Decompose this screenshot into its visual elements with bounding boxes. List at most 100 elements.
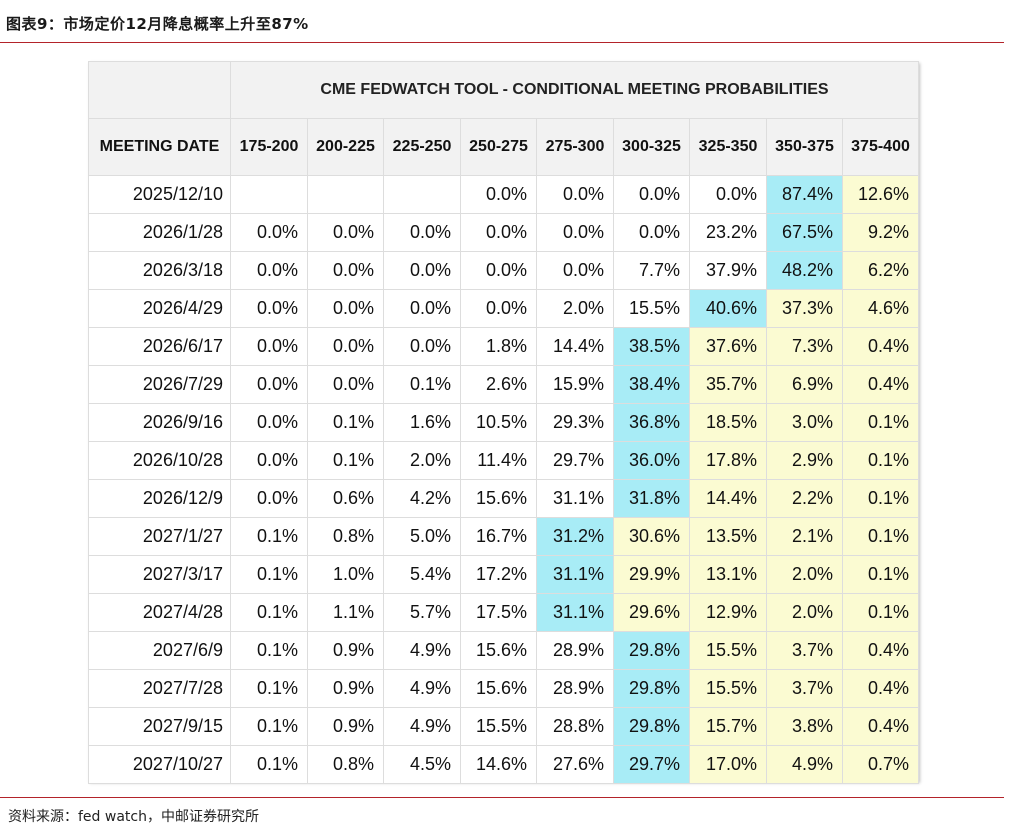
probability-cell: 0.0% — [460, 213, 537, 252]
probability-cell: 0.0% — [307, 365, 384, 404]
probability-cell: 0.0% — [230, 441, 308, 480]
probability-cell: 13.5% — [689, 517, 767, 556]
probability-cell: 29.7% — [536, 441, 614, 480]
meeting-date-cell: 2027/6/9 — [88, 631, 231, 670]
probability-cell: 40.6% — [689, 289, 767, 328]
probability-cell: 0.0% — [230, 403, 308, 442]
table-row: 2026/10/28 0.0% 0.1% 2.0% 11.4% 29.7% 36.0% 17.… — [88, 441, 919, 480]
probability-cell: 1.8% — [460, 327, 537, 366]
probability-cell: 0.6% — [307, 479, 384, 518]
meeting-date-cell: 2026/12/9 — [88, 479, 231, 518]
probability-cell: 2.2% — [766, 479, 843, 518]
probability-cell: 2.9% — [766, 441, 843, 480]
table-row: 2026/4/29 0.0% 0.0% 0.0% 0.0% 2.0% 15.5% 40.6% 3… — [88, 289, 919, 328]
probability-cell: 0.7% — [842, 745, 919, 784]
probability-cell: 38.5% — [613, 327, 690, 366]
probability-cell: 0.0% — [230, 251, 308, 290]
probability-cell: 2.0% — [536, 289, 614, 328]
probability-cell: 0.8% — [307, 745, 384, 784]
probability-cell: 0.0% — [689, 175, 767, 214]
probability-cell: 3.8% — [766, 707, 843, 746]
table-row: 2026/7/29 0.0% 0.0% 0.1% 2.6% 15.9% 38.4% 35.7%… — [88, 365, 919, 404]
probability-cell: 4.9% — [766, 745, 843, 784]
probability-cell: 29.9% — [613, 555, 690, 594]
probability-cell: 3.7% — [766, 669, 843, 708]
probability-cell: 0.0% — [613, 175, 690, 214]
probability-cell: 27.6% — [536, 745, 614, 784]
probability-cell: 1.1% — [307, 593, 384, 632]
rate-range-header: 200-225 — [307, 118, 384, 176]
probability-cell — [383, 175, 461, 214]
probability-cell: 29.7% — [613, 745, 690, 784]
probability-cell: 15.5% — [613, 289, 690, 328]
probability-cell: 28.9% — [536, 631, 614, 670]
probability-cell: 37.3% — [766, 289, 843, 328]
title-row: CME FEDWATCH TOOL - CONDITIONAL MEETING … — [88, 61, 919, 119]
table-row: 2026/12/9 0.0% 0.6% 4.2% 15.6% 31.1% 31.8% 14.4… — [88, 479, 919, 518]
probability-cell: 17.0% — [689, 745, 767, 784]
probability-cell: 0.0% — [383, 289, 461, 328]
table-row: 2026/1/28 0.0% 0.0% 0.0% 0.0% 0.0% 0.0% 23.2% 67… — [88, 213, 919, 252]
probability-cell: 0.0% — [230, 327, 308, 366]
probability-cell: 29.8% — [613, 669, 690, 708]
probability-cell: 5.7% — [383, 593, 461, 632]
probability-cell: 0.1% — [230, 669, 308, 708]
probability-cell: 5.0% — [383, 517, 461, 556]
probability-cell: 14.4% — [689, 479, 767, 518]
table-row: 2027/10/27 0.1% 0.8% 4.5% 14.6% 27.6% 29.7% 17.… — [88, 745, 919, 784]
probability-cell: 3.7% — [766, 631, 843, 670]
table-row: 2027/4/28 0.1% 1.1% 5.7% 17.5% 31.1% 29.6% 12.9… — [88, 593, 919, 632]
probability-cell: 4.9% — [383, 669, 461, 708]
probability-cell: 2.6% — [460, 365, 537, 404]
probability-cell: 0.4% — [842, 669, 919, 708]
table-row: 2025/12/10 0.0% 0.0% 0.0% 0.0% 87.4% 12.6% — [88, 175, 919, 214]
probability-cell: 18.5% — [689, 403, 767, 442]
probability-cell: 37.9% — [689, 251, 767, 290]
figure-title: 图表9：市场定价12月降息概率上升至87% — [6, 15, 309, 33]
probability-cell: 0.1% — [230, 631, 308, 670]
probability-cell: 0.0% — [536, 213, 614, 252]
probability-cell: 0.0% — [230, 213, 308, 252]
probability-cell: 15.7% — [689, 707, 767, 746]
probability-cell: 0.1% — [230, 593, 308, 632]
probability-cell: 14.4% — [536, 327, 614, 366]
probability-cell: 15.6% — [460, 479, 537, 518]
probability-cell: 0.1% — [842, 479, 919, 518]
probability-cell: 13.1% — [689, 555, 767, 594]
rate-range-header: 250-275 — [460, 118, 537, 176]
probability-cell: 35.7% — [689, 365, 767, 404]
fedwatch-table: CME FEDWATCH TOOL - CONDITIONAL MEETING … — [88, 61, 919, 784]
probability-cell: 0.8% — [307, 517, 384, 556]
probability-cell: 0.1% — [230, 555, 308, 594]
probability-cell: 4.6% — [842, 289, 919, 328]
probability-cell: 16.7% — [460, 517, 537, 556]
probability-cell: 31.2% — [536, 517, 614, 556]
probability-cell: 0.0% — [383, 327, 461, 366]
probability-cell: 0.9% — [307, 707, 384, 746]
rate-range-header: 175-200 — [230, 118, 308, 176]
probability-cell: 29.8% — [613, 707, 690, 746]
probability-cell: 0.1% — [307, 441, 384, 480]
probability-cell: 0.0% — [460, 251, 537, 290]
rate-range-header: 300-325 — [613, 118, 690, 176]
probability-cell: 36.0% — [613, 441, 690, 480]
probability-cell: 37.6% — [689, 327, 767, 366]
probability-cell: 14.6% — [460, 745, 537, 784]
rate-range-header: 350-375 — [766, 118, 843, 176]
probability-cell: 0.0% — [230, 365, 308, 404]
table-row: 2026/3/18 0.0% 0.0% 0.0% 0.0% 0.0% 7.7% 37.9% 48… — [88, 251, 919, 290]
probability-cell: 15.6% — [460, 631, 537, 670]
probability-cell: 30.6% — [613, 517, 690, 556]
probability-cell: 38.4% — [613, 365, 690, 404]
table-row: 2027/7/28 0.1% 0.9% 4.9% 15.6% 28.9% 29.8% 15.5… — [88, 669, 919, 708]
probability-cell: 28.8% — [536, 707, 614, 746]
corner-cell — [88, 61, 231, 119]
meeting-date-cell: 2026/10/28 — [88, 441, 231, 480]
column-header-row: MEETING DATE 175-200 200-225 225-250 250-27… — [88, 118, 919, 176]
probability-cell: 0.9% — [307, 669, 384, 708]
probability-cell: 15.5% — [689, 669, 767, 708]
rate-range-header: 225-250 — [383, 118, 461, 176]
table-row: 2026/9/16 0.0% 0.1% 1.6% 10.5% 29.3% 36.8% 18.5… — [88, 403, 919, 442]
probability-cell: 0.0% — [307, 251, 384, 290]
meeting-date-cell: 2026/6/17 — [88, 327, 231, 366]
